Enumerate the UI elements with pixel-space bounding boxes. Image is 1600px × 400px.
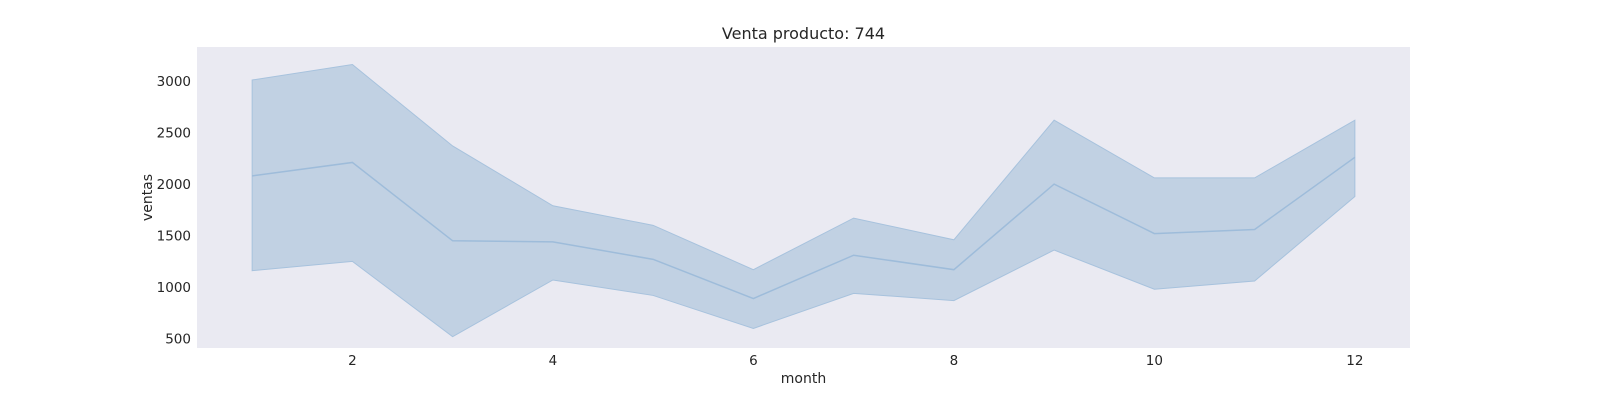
x-tick-label: 12 — [1346, 353, 1363, 369]
confidence-band — [251, 63, 1356, 338]
x-tick-label: 2 — [348, 353, 357, 369]
chart-title: Venta producto: 744 — [722, 24, 885, 43]
y-tick-label: 2000 — [157, 177, 191, 193]
y-tick-label: 1000 — [157, 280, 191, 296]
x-tick-label: 6 — [749, 353, 758, 369]
y-tick-label: 3000 — [157, 74, 191, 90]
y-tick-labels: 500 1000 1500 2000 2500 3000 — [157, 74, 191, 348]
x-axis-label: month — [781, 371, 826, 387]
y-axis-label: ventas — [140, 174, 156, 221]
y-tick-label: 2500 — [157, 126, 191, 142]
x-tick-labels: 2 4 6 8 10 12 — [348, 353, 1363, 369]
y-tick-label: 1500 — [157, 229, 191, 245]
series-line — [252, 156, 1356, 300]
x-tick-label: 8 — [950, 353, 959, 369]
series-line-layer — [252, 156, 1356, 300]
x-tick-label: 4 — [549, 353, 558, 369]
x-tick-label: 10 — [1146, 353, 1163, 369]
confidence-band-layer — [251, 63, 1356, 338]
y-tick-label: 500 — [165, 332, 191, 348]
